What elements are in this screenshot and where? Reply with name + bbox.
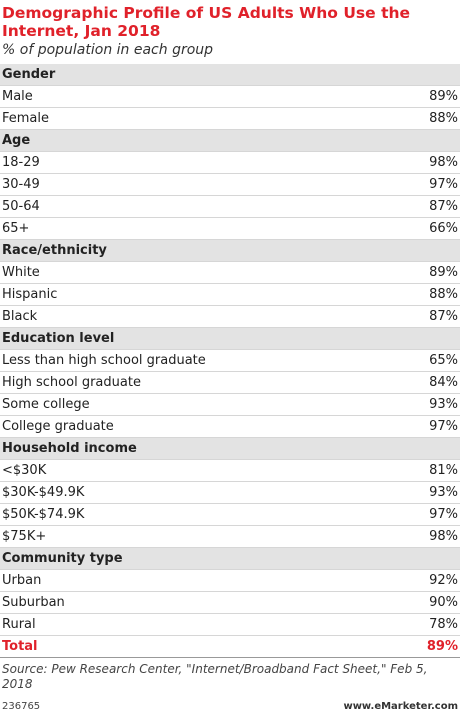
source: Source: Pew Research Center, "Internet/B… — [2, 662, 428, 691]
data-row: 18-29 98% — [0, 152, 460, 174]
data-row: Less than high school graduate 65% — [0, 350, 460, 372]
section-header: Household income — [0, 438, 460, 460]
row-label: Rural — [2, 617, 36, 632]
row-value: 88% — [429, 287, 458, 302]
row-label: <$30K — [2, 463, 47, 478]
data-row: Suburban 90% — [0, 592, 460, 614]
row-value: 93% — [429, 485, 458, 500]
row-label: 50-64 — [2, 199, 40, 214]
data-row: Some college 93% — [0, 394, 460, 416]
row-label: 65+ — [2, 221, 30, 236]
row-value: 65% — [429, 353, 458, 368]
row-value: 88% — [429, 111, 458, 126]
row-label: $30K-$49.9K — [2, 485, 85, 500]
data-row: Hispanic 88% — [0, 284, 460, 306]
row-label: College graduate — [2, 419, 114, 434]
data-row: Male 89% — [0, 86, 460, 108]
row-value: 84% — [429, 375, 458, 390]
data-row: $30K-$49.9K 93% — [0, 482, 460, 504]
row-label: 30-49 — [2, 177, 40, 192]
row-label: High school graduate — [2, 375, 141, 390]
row-label: Less than high school graduate — [2, 353, 206, 368]
section-header: Education level — [0, 328, 460, 350]
row-label: Total — [2, 639, 38, 654]
brand: www.eMarketer.com — [343, 701, 458, 712]
data-row: White 89% — [0, 262, 460, 284]
data-row: Rural 78% — [0, 614, 460, 636]
section-header: Race/ethnicity — [0, 240, 460, 262]
table: Gender Male 89% Female 88% Age 18-29 98% 30-49 97… — [0, 64, 460, 658]
row-value: 87% — [429, 199, 458, 214]
footer: 236765 www.eMarketer.com — [2, 701, 458, 712]
row-value: 93% — [429, 397, 458, 412]
data-row: <$30K 81% — [0, 460, 460, 482]
title: Demographic Profile of US Adults Who Use… — [2, 4, 411, 40]
data-row: Female 88% — [0, 108, 460, 130]
row-label: Female — [2, 111, 50, 126]
row-label: Hispanic — [2, 287, 58, 302]
data-row: $75K+ 98% — [0, 526, 460, 548]
section-header: Community type — [0, 548, 460, 570]
row-value: 87% — [429, 309, 458, 324]
row-value: 98% — [429, 529, 458, 544]
row-value: 89% — [429, 265, 458, 280]
row-label: Black — [2, 309, 38, 324]
row-value: 98% — [429, 155, 458, 170]
row-value: 81% — [429, 463, 458, 478]
data-row: College graduate 97% — [0, 416, 460, 438]
row-label: Some college — [2, 397, 90, 412]
row-label: $75K+ — [2, 529, 47, 544]
row-value: 97% — [429, 507, 458, 522]
data-row: 30-49 97% — [0, 174, 460, 196]
data-row: Black 87% — [0, 306, 460, 328]
subtitle: % of population in each group — [2, 42, 214, 58]
data-row: High school graduate 84% — [0, 372, 460, 394]
data-row: $50K-$74.9K 97% — [0, 504, 460, 526]
row-label: Urban — [2, 573, 42, 588]
total-row: Total 89% — [0, 636, 460, 658]
row-label: $50K-$74.9K — [2, 507, 85, 522]
section-header: Gender — [0, 64, 460, 86]
row-value: 92% — [429, 573, 458, 588]
row-value: 89% — [426, 639, 458, 654]
row-value: 89% — [429, 89, 458, 104]
data-row: Urban 92% — [0, 570, 460, 592]
row-value: 97% — [429, 419, 458, 434]
row-label: Suburban — [2, 595, 65, 610]
row-label: 18-29 — [2, 155, 40, 170]
row-label: White — [2, 265, 40, 280]
row-label: Male — [2, 89, 33, 104]
row-value: 78% — [429, 617, 458, 632]
row-value: 66% — [429, 221, 458, 236]
section-header: Age — [0, 130, 460, 152]
row-value: 97% — [429, 177, 458, 192]
data-row: 50-64 87% — [0, 196, 460, 218]
row-value: 90% — [429, 595, 458, 610]
chart-id: 236765 — [2, 701, 41, 712]
data-row: 65+ 66% — [0, 218, 460, 240]
